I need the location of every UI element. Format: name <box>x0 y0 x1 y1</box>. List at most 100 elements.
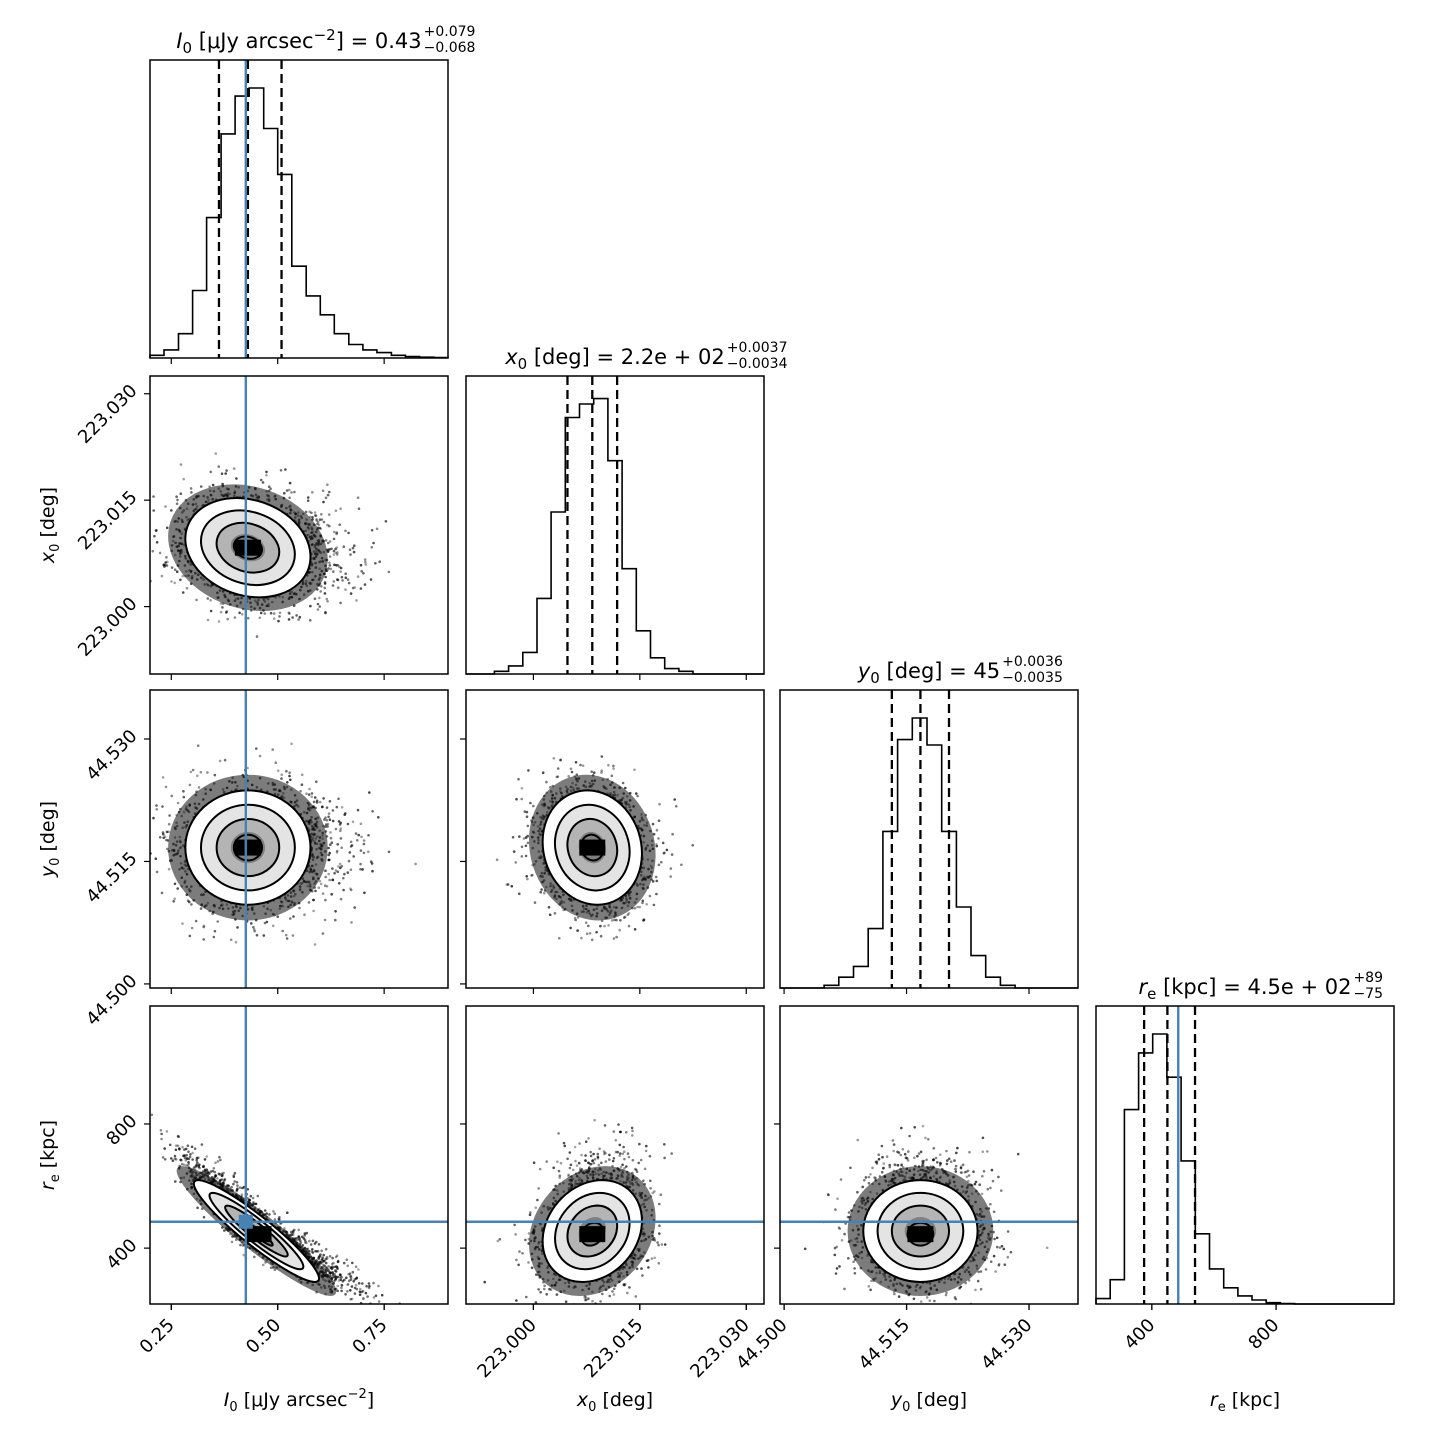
scatter-point <box>371 810 374 813</box>
scatter-point <box>322 797 325 800</box>
scatter-point <box>154 529 158 532</box>
scatter-point <box>287 611 291 615</box>
scatter-point <box>328 524 331 528</box>
scatter-point <box>326 541 330 545</box>
scatter-point <box>173 568 177 571</box>
scatter-point <box>363 558 367 561</box>
scatter-point <box>362 839 366 842</box>
scatter-point <box>291 616 294 619</box>
scatter-point <box>324 825 327 828</box>
scatter-point <box>202 938 205 941</box>
scatter-point <box>331 809 335 812</box>
scatter-point <box>191 768 195 772</box>
scatter-point <box>189 770 193 774</box>
scatter-point <box>326 523 329 527</box>
scatter-point <box>310 511 313 515</box>
scatter-point <box>335 578 339 581</box>
scatter-point <box>328 490 331 494</box>
scatter-point <box>255 635 259 638</box>
scatter-point <box>323 818 326 821</box>
scatter-point <box>263 921 267 925</box>
scatter-point <box>165 564 169 567</box>
scatter-point <box>197 786 201 789</box>
scatter-point <box>164 838 168 842</box>
scatter-point <box>375 527 379 531</box>
scatter-point <box>306 496 310 499</box>
scatter-point <box>313 511 317 514</box>
scatter-point <box>259 611 263 615</box>
scatter-point <box>346 822 350 826</box>
scatter-point <box>170 794 174 798</box>
scatter-point <box>246 616 250 620</box>
scatter-point <box>199 770 203 774</box>
scatter-point <box>216 920 219 923</box>
scatter-point <box>141 519 144 522</box>
scatter-point <box>323 592 327 595</box>
scatter-point <box>331 867 334 870</box>
scatter-point <box>367 834 370 837</box>
scatter-point <box>326 483 329 487</box>
scatter-point <box>344 588 347 591</box>
scatter-point <box>265 470 268 474</box>
scatter-point <box>332 549 336 553</box>
scatter-point <box>279 469 283 472</box>
scatter-point <box>280 773 284 776</box>
scatter-point <box>158 551 162 555</box>
scatter-point <box>312 898 316 902</box>
scatter-point <box>334 509 338 512</box>
scatter-point <box>324 875 328 879</box>
scatter-point <box>234 940 238 944</box>
scatter-point <box>190 926 194 930</box>
scatter-point <box>176 498 179 502</box>
scatter-point <box>316 608 320 611</box>
scatter-point <box>331 584 335 587</box>
scatter-point <box>370 546 374 549</box>
scatter-point <box>161 776 165 779</box>
scatter-point <box>331 878 335 882</box>
scatter-point <box>334 910 337 913</box>
scatter-point <box>217 465 220 468</box>
scatter-point <box>372 541 375 545</box>
scatter-point <box>328 561 331 565</box>
scatter-point <box>359 563 363 567</box>
scatter-point <box>168 814 171 817</box>
scatter-point <box>317 886 321 889</box>
scatter-point <box>323 869 327 873</box>
scatter-point <box>206 771 209 774</box>
scatter-point <box>212 935 216 939</box>
scatter-point <box>324 869 328 872</box>
scatter-point <box>278 615 281 618</box>
scatter-point <box>336 586 340 589</box>
scatter-point <box>323 586 327 590</box>
scatter-point <box>313 943 317 946</box>
scatter-point <box>162 836 165 840</box>
scatter-point <box>265 474 268 477</box>
scatter-point <box>224 472 227 475</box>
scatter-point <box>161 805 164 808</box>
scatter-point <box>221 482 224 486</box>
scatter-point <box>229 938 233 942</box>
scatter-point <box>196 774 199 778</box>
scatter-point <box>335 849 339 853</box>
scatter-point <box>209 609 213 613</box>
panel-x0-vs-I0 <box>141 375 449 680</box>
scatter-point <box>339 837 343 840</box>
scatter-point <box>313 796 317 799</box>
scatter-point <box>285 489 289 492</box>
scatter-point <box>335 805 339 809</box>
scatter-point <box>324 496 328 500</box>
scatter-point <box>284 933 288 937</box>
scatter-point <box>334 918 337 922</box>
scatter-point <box>288 612 291 615</box>
scatter-point <box>164 785 168 789</box>
scatter-point <box>181 591 185 594</box>
scatter-point <box>181 922 184 925</box>
scatter-point <box>363 891 366 895</box>
scatter-point <box>364 563 368 566</box>
scatter-point <box>326 550 330 553</box>
scatter-point <box>359 849 363 852</box>
scatter-point <box>339 601 342 605</box>
scatter-point <box>339 566 343 570</box>
scatter-point <box>341 579 344 582</box>
scatter-point <box>333 871 336 875</box>
